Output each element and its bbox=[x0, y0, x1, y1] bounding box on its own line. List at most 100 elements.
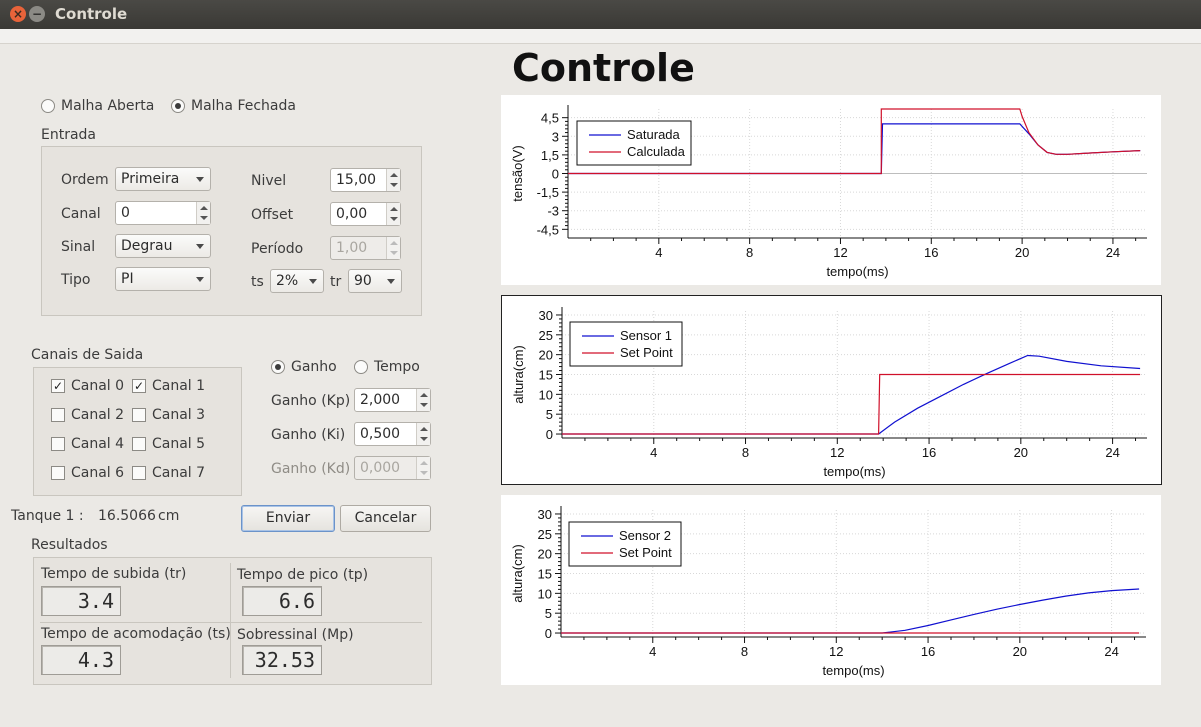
ki-value: 0,500 bbox=[360, 426, 401, 442]
plot-tensao: 4 8 12 16 20 24 4,5 3 1,5 0 -1,5 -3 -4,5 tempo(ms) ten… bbox=[501, 95, 1161, 285]
check-icon: ✓ bbox=[132, 379, 146, 393]
arrow-up-icon[interactable] bbox=[390, 207, 398, 211]
checkbox-canal-7[interactable]: Canal 7 bbox=[132, 465, 205, 481]
x-tick-label: 4 bbox=[655, 245, 662, 260]
arrow-up-icon[interactable] bbox=[420, 393, 428, 397]
kd-value: 0,000 bbox=[360, 460, 401, 476]
radio-label: Tempo bbox=[374, 359, 420, 375]
x-tick-label: 4 bbox=[650, 445, 657, 460]
kp-spinbox[interactable]: 2,000 bbox=[354, 388, 431, 412]
window-titlebar: × − Controle bbox=[0, 0, 1201, 29]
ts-result-display: 4.3 bbox=[41, 645, 121, 675]
nivel-value: 15,00 bbox=[336, 172, 377, 188]
x-tick-label: 20 bbox=[1013, 644, 1027, 659]
x-axis-label: tempo(ms) bbox=[822, 663, 884, 678]
legend-box bbox=[568, 521, 682, 567]
arrow-down-icon[interactable] bbox=[390, 183, 398, 187]
checkbox-canal-1[interactable]: ✓ Canal 1 bbox=[132, 378, 205, 394]
arrow-down-icon[interactable] bbox=[390, 217, 398, 221]
y-tick-label: 5 bbox=[546, 407, 553, 422]
legend-label: Calculada bbox=[627, 144, 686, 159]
checkbox-canal-6[interactable]: Canal 6 bbox=[51, 465, 124, 481]
x-tick-label: 24 bbox=[1106, 245, 1120, 260]
arrow-down-icon[interactable] bbox=[200, 216, 208, 220]
spin-arrows[interactable] bbox=[196, 202, 210, 224]
checkbox-canal-2[interactable]: Canal 2 bbox=[51, 407, 124, 423]
tr-result-display: 3.4 bbox=[41, 586, 121, 616]
tr-result-label: Tempo de subida (tr) bbox=[41, 566, 187, 582]
radio-ganho[interactable]: Ganho bbox=[271, 359, 337, 375]
sinal-label: Sinal bbox=[61, 239, 96, 255]
spin-arrows[interactable] bbox=[416, 389, 430, 411]
ordem-select[interactable]: Primeira bbox=[115, 167, 211, 191]
ts-value: 2% bbox=[276, 273, 299, 289]
checkbox-canal-3[interactable]: Canal 3 bbox=[132, 407, 205, 423]
arrow-up-icon[interactable] bbox=[420, 427, 428, 431]
checkbox-label: Canal 3 bbox=[152, 407, 206, 423]
canais-title: Canais de Saida bbox=[31, 347, 144, 363]
series-line bbox=[562, 373, 1141, 435]
legend-box bbox=[569, 321, 683, 367]
chevron-down-icon bbox=[387, 279, 395, 284]
ts-select[interactable]: 2% bbox=[270, 269, 324, 293]
x-tick-label: 8 bbox=[742, 445, 749, 460]
plot-sensor-2-svg: 4 8 12 16 20 24 30 25 20 15 10 5 0 tempo(ms) altura(cm… bbox=[510, 506, 1146, 678]
radio-tempo[interactable]: Tempo bbox=[354, 359, 420, 375]
tr-select[interactable]: 90 bbox=[348, 269, 402, 293]
tp-result-display: 6.6 bbox=[242, 586, 322, 616]
x-tick-label: 12 bbox=[829, 644, 843, 659]
spin-arrows bbox=[386, 237, 400, 259]
radio-malha-fechada[interactable]: Malha Fechada bbox=[171, 98, 296, 114]
y-tick-label: 30 bbox=[539, 308, 553, 323]
sinal-value: Degrau bbox=[121, 238, 173, 254]
y-tick-label: 10 bbox=[538, 586, 552, 601]
resultados-vdivider bbox=[230, 563, 231, 678]
spin-arrows[interactable] bbox=[386, 203, 400, 225]
tr-value: 90 bbox=[354, 273, 372, 289]
checkbox-canal-4[interactable]: Canal 4 bbox=[51, 436, 124, 452]
spin-arrows[interactable] bbox=[386, 169, 400, 191]
resultados-hdivider bbox=[40, 622, 422, 623]
send-button[interactable]: Enviar bbox=[241, 505, 335, 532]
sinal-select[interactable]: Degrau bbox=[115, 234, 211, 258]
radio-malha-aberta[interactable]: Malha Aberta bbox=[41, 98, 154, 114]
y-tick-label: -3 bbox=[547, 204, 559, 219]
y-tick-label: 1,5 bbox=[541, 148, 559, 163]
x-tick-label: 24 bbox=[1104, 644, 1118, 659]
cancel-button[interactable]: Cancelar bbox=[340, 505, 431, 532]
chevron-down-icon bbox=[196, 177, 204, 182]
checkbox-canal-5[interactable]: Canal 5 bbox=[132, 436, 205, 452]
checkbox-label: Canal 7 bbox=[152, 465, 206, 481]
tipo-select[interactable]: PI bbox=[115, 267, 211, 291]
y-tick-label: 25 bbox=[538, 527, 552, 542]
checkbox-canal-0[interactable]: ✓ Canal 0 bbox=[51, 378, 124, 394]
canal-label: Canal bbox=[61, 206, 101, 222]
spin-arrows[interactable] bbox=[416, 423, 430, 445]
x-tick-label: 4 bbox=[649, 644, 656, 659]
radio-indicator bbox=[171, 99, 185, 113]
arrow-up-icon bbox=[390, 241, 398, 245]
nivel-spinbox[interactable]: 15,00 bbox=[330, 168, 401, 192]
kp-value: 2,000 bbox=[360, 392, 401, 408]
arrow-up-icon[interactable] bbox=[200, 206, 208, 210]
arrow-down-icon[interactable] bbox=[420, 437, 428, 441]
tipo-label: Tipo bbox=[61, 272, 91, 288]
checkbox-box bbox=[51, 437, 65, 451]
close-icon[interactable]: × bbox=[10, 6, 26, 22]
resultados-title: Resultados bbox=[31, 537, 108, 553]
canal-spinbox[interactable]: 0 bbox=[115, 201, 211, 225]
arrow-down-icon[interactable] bbox=[420, 403, 428, 407]
series-line bbox=[562, 354, 1141, 435]
ts-result-label: Tempo de acomodação (ts) bbox=[41, 626, 231, 642]
legend-label: Saturada bbox=[627, 127, 681, 142]
radio-label: Malha Fechada bbox=[191, 98, 296, 114]
ki-spinbox[interactable]: 0,500 bbox=[354, 422, 431, 446]
legend-label: Sensor 2 bbox=[619, 528, 671, 543]
offset-spinbox[interactable]: 0,00 bbox=[330, 202, 401, 226]
tipo-value: PI bbox=[121, 271, 134, 287]
minimize-icon[interactable]: − bbox=[29, 6, 45, 22]
y-tick-label: -1,5 bbox=[537, 185, 559, 200]
page-title: Controle bbox=[512, 46, 695, 90]
arrow-up-icon[interactable] bbox=[390, 173, 398, 177]
y-tick-label: 10 bbox=[539, 387, 553, 402]
